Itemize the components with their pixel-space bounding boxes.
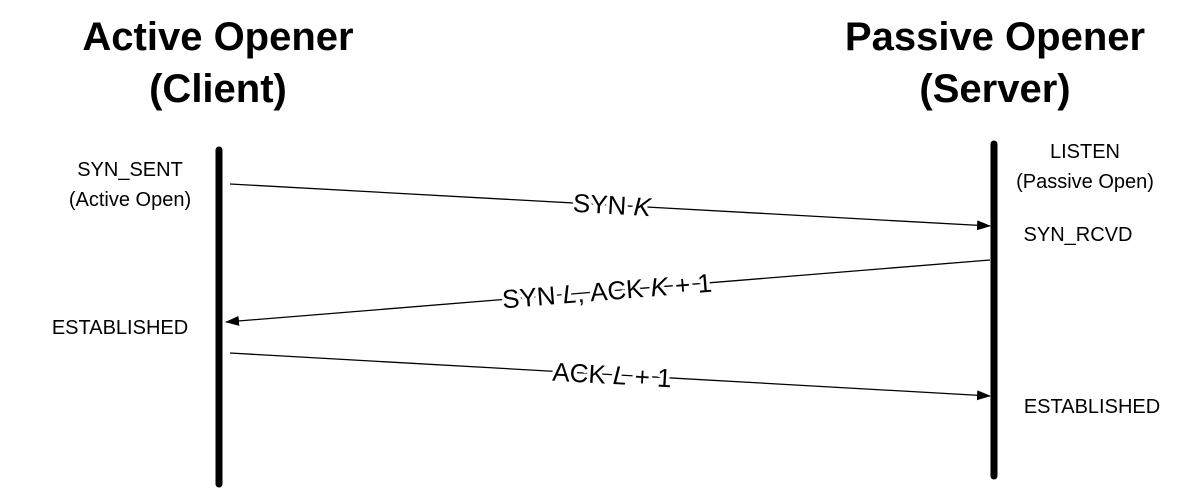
syn-label-var: K: [633, 191, 654, 222]
syn-arrow: [229, 183, 991, 231]
syn-ack-label: SYN L, ACK K + 1: [501, 268, 713, 315]
state-syn-sent: SYN_SENT: [77, 159, 183, 181]
state-client-established: ESTABLISHED: [52, 317, 188, 339]
syn-label-prefix: SYN: [572, 188, 634, 221]
ack-label-var: L: [612, 360, 628, 391]
ack-label-prefix: ACK: [552, 357, 614, 390]
ack-arrow: [229, 352, 991, 401]
syn-ack-label-v1: L: [561, 278, 578, 309]
state-syn-rcvd: SYN_RCVD: [1024, 224, 1133, 246]
state-syn-sent-note: (Active Open): [69, 189, 191, 211]
syn-ack-label-p3: + 1: [667, 268, 713, 301]
client-title-line2: (Client): [149, 67, 287, 111]
syn-ack-label-p1: SYN: [501, 280, 564, 315]
state-listen: LISTEN: [1050, 141, 1120, 163]
server-title-line1: Passive Opener: [845, 15, 1145, 59]
state-listen-note: (Passive Open): [1016, 171, 1154, 193]
syn-ack-arrow: [225, 259, 991, 326]
ack-label-suffix: + 1: [627, 361, 673, 393]
client-title-line1: Active Opener: [82, 15, 353, 59]
state-server-established: ESTABLISHED: [1024, 396, 1160, 418]
syn-label: SYN K: [572, 188, 653, 222]
server-title-line2: (Server): [919, 67, 1070, 111]
syn-ack-label-p2: , ACK: [576, 273, 652, 309]
ack-label: ACK L + 1: [552, 357, 673, 394]
